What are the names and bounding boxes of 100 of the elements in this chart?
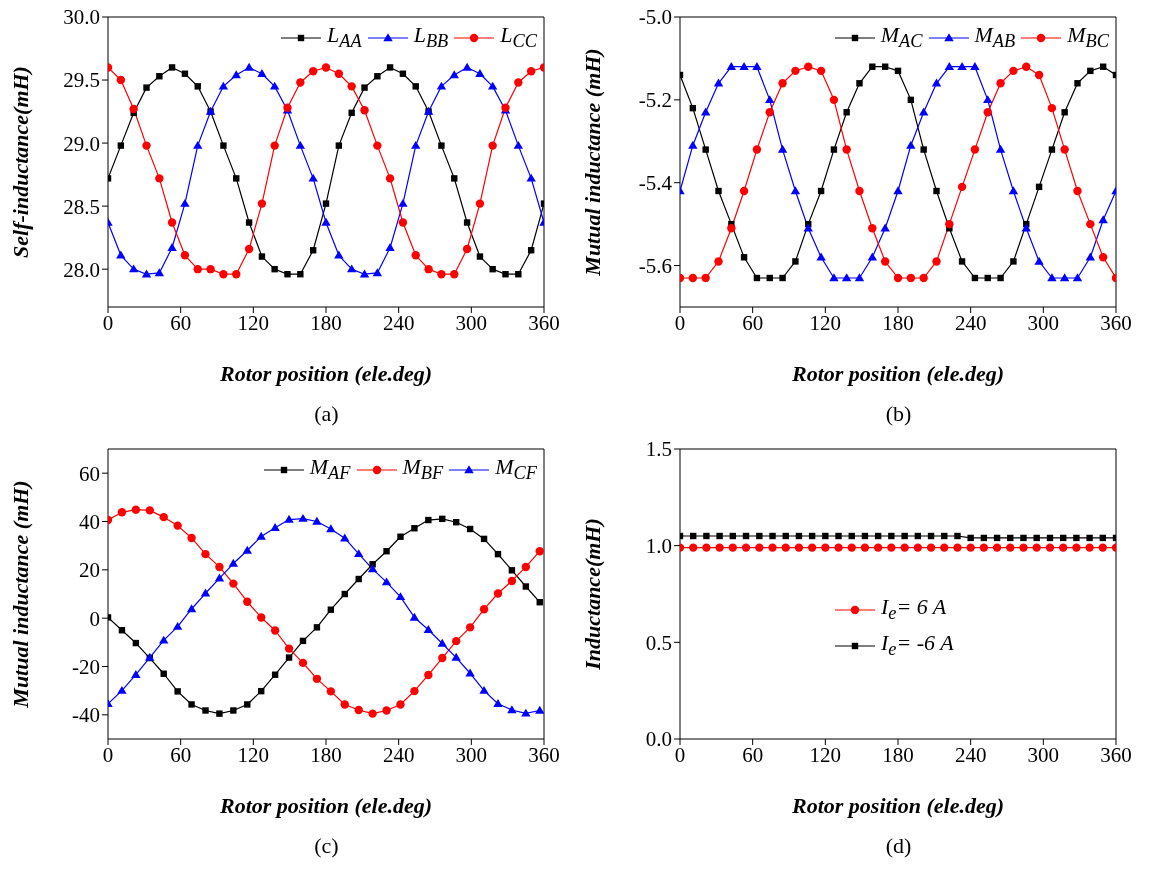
y-tick-label: 0: [89, 606, 100, 631]
point: [206, 264, 215, 274]
point: [835, 532, 842, 540]
point: [880, 257, 890, 266]
legend-label: M$_{CF}$: [495, 454, 537, 486]
point: [900, 543, 909, 552]
point: [243, 597, 252, 606]
point: [173, 521, 182, 530]
point: [535, 705, 544, 714]
point: [233, 175, 240, 182]
point: [997, 274, 1004, 282]
point: [507, 576, 517, 586]
point: [983, 108, 992, 117]
text: (b): [884, 401, 913, 427]
point: [488, 141, 497, 150]
point: [231, 70, 241, 79]
point: [493, 699, 503, 707]
point: [769, 532, 776, 540]
point: [475, 69, 485, 77]
x-tick-label: 240: [382, 742, 415, 767]
point: [244, 62, 254, 71]
point: [285, 654, 293, 661]
point: [396, 700, 405, 709]
point: [450, 270, 459, 279]
legend-label: M$_{AC}$: [880, 22, 923, 54]
x-tick-label: 240: [954, 742, 987, 767]
x-tick-label: 240: [382, 310, 415, 335]
point: [308, 67, 318, 76]
point: [1086, 219, 1095, 229]
point: [354, 705, 363, 715]
point: [271, 265, 278, 273]
point: [752, 62, 762, 70]
point: [397, 533, 404, 540]
point: [843, 109, 850, 116]
point: [755, 543, 764, 552]
point: [187, 533, 196, 543]
point: [201, 549, 210, 559]
point: [172, 621, 183, 630]
point: [854, 273, 865, 282]
point: [702, 146, 709, 153]
point: [933, 187, 940, 195]
point: [893, 186, 903, 195]
point: [830, 146, 838, 153]
point: [214, 573, 225, 582]
point: [906, 273, 916, 283]
y-tick-label: 29.5: [63, 68, 100, 93]
point: [1045, 543, 1055, 552]
point: [174, 688, 181, 695]
x-tick-label: 300: [455, 310, 488, 335]
point: [269, 81, 280, 90]
point: [128, 264, 139, 273]
x-tick-label: 180: [310, 742, 342, 767]
point: [116, 75, 126, 85]
point: [145, 506, 154, 515]
point: [168, 64, 176, 71]
point: [777, 144, 788, 153]
point: [232, 270, 241, 279]
point: [335, 142, 343, 149]
point: [913, 543, 923, 552]
point: [1033, 534, 1040, 542]
point: [919, 273, 928, 283]
legend-label: M$_{AF}$: [309, 454, 351, 486]
y-tick-label: -5.4: [638, 171, 673, 196]
point: [765, 95, 775, 104]
point: [449, 70, 459, 79]
point: [791, 66, 800, 76]
point: [348, 109, 355, 117]
x-tick-label: 60: [742, 310, 764, 335]
point: [807, 543, 817, 552]
y-tick-label: 29.0: [63, 131, 100, 156]
point: [244, 701, 251, 708]
point: [868, 224, 877, 233]
x-axis-title: Rotor position (ele.deg): [218, 361, 433, 386]
point: [438, 653, 447, 663]
point: [996, 79, 1005, 88]
point: [1098, 253, 1108, 262]
point: [242, 545, 252, 554]
legend-label: L$_{BB}$: [413, 22, 449, 54]
point: [521, 708, 531, 717]
point: [346, 264, 357, 273]
point: [451, 636, 461, 646]
point: [778, 79, 787, 88]
y-tick-label: 0.0: [645, 727, 672, 752]
point: [1010, 258, 1017, 265]
point: [1047, 273, 1057, 282]
point: [887, 543, 896, 552]
point: [781, 543, 790, 552]
point: [1006, 543, 1015, 552]
point: [906, 140, 916, 149]
point: [475, 199, 485, 208]
y-tick-label: 1.5: [645, 437, 672, 462]
text: (c): [313, 833, 340, 859]
point: [270, 626, 280, 635]
point: [489, 265, 496, 273]
point: [715, 187, 722, 195]
x-tick-label: 360: [1100, 310, 1132, 335]
point: [901, 532, 908, 540]
point: [888, 532, 895, 540]
point: [411, 525, 418, 532]
point: [340, 700, 349, 709]
